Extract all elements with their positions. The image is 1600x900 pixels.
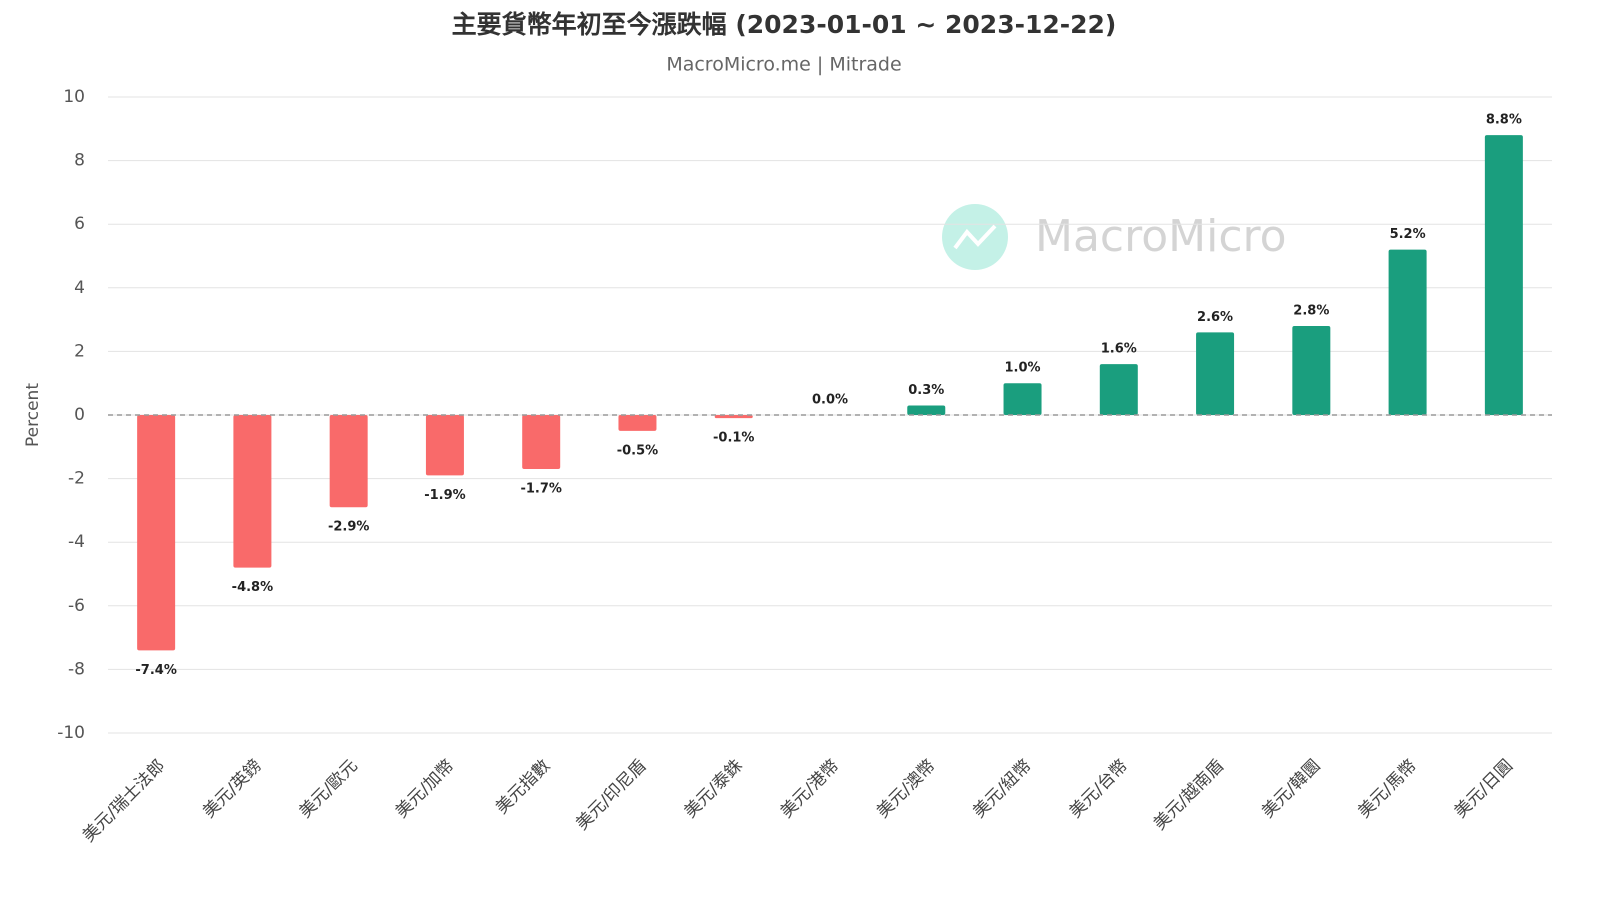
watermark: MacroMicro	[1035, 211, 1287, 262]
data-label: -2.9%	[328, 520, 369, 535]
bar	[233, 415, 272, 568]
x-tick-label: 美元/印尼盾	[572, 756, 650, 834]
bar	[1484, 135, 1523, 415]
bar	[1003, 383, 1042, 415]
data-label: -7.4%	[135, 663, 176, 678]
chart-title: 主要貨幣年初至今漲跌幅 (2023-01-01 ~ 2023-12-22)	[452, 10, 1117, 39]
y-axis-label: Percent	[23, 383, 43, 447]
x-tick-label: 美元/泰銖	[681, 756, 747, 822]
data-label: -0.1%	[713, 431, 754, 446]
bar	[714, 415, 753, 419]
x-tick-label: 美元/澳幣	[873, 756, 939, 822]
x-tick-label: 美元/台幣	[1066, 756, 1132, 822]
y-tick-label: 8	[74, 151, 85, 171]
bar	[1388, 249, 1427, 415]
y-tick-label: -2	[68, 469, 85, 489]
x-tick-label: 美元/港幣	[777, 756, 843, 822]
bar	[425, 415, 464, 476]
x-tick-label: 美元/越南盾	[1150, 756, 1228, 834]
x-tick-label: 美元/日圓	[1451, 756, 1517, 822]
bar	[522, 415, 561, 470]
data-label: -1.7%	[520, 482, 561, 497]
y-tick-label: 4	[74, 278, 85, 298]
y-tick-label: -6	[68, 596, 85, 616]
data-label: -1.9%	[424, 488, 465, 503]
bar	[907, 405, 946, 415]
x-tick-label: 美元指數	[492, 756, 554, 818]
data-label: 1.6%	[1101, 342, 1137, 357]
data-label: 0.3%	[908, 383, 944, 398]
y-tick-label: 6	[74, 214, 85, 234]
x-tick-label: 美元/英鎊	[199, 756, 265, 822]
data-label: 1.0%	[1005, 361, 1041, 376]
x-tick-label: 美元/歐元	[295, 756, 361, 822]
x-tick-label: 美元/馬幣	[1354, 756, 1420, 822]
data-label: 2.6%	[1197, 310, 1233, 325]
watermark-logo	[942, 204, 1008, 270]
data-label: 5.2%	[1390, 227, 1426, 242]
bar	[1196, 332, 1235, 415]
watermark-logo-line	[953, 224, 997, 250]
y-tick-label: 10	[63, 87, 85, 107]
x-tick-label: 美元/韓圜	[1258, 756, 1324, 822]
bar	[137, 415, 176, 651]
y-tick-label: 0	[74, 405, 85, 425]
data-label: 2.8%	[1293, 303, 1329, 318]
x-tick-label: 美元/加幣	[392, 756, 458, 822]
x-tick-label: 美元/瑞士法郎	[79, 756, 169, 846]
bar	[1099, 364, 1138, 415]
data-label: 8.8%	[1486, 113, 1522, 128]
bar	[1292, 325, 1331, 415]
data-label: -0.5%	[617, 443, 658, 458]
chart-subtitle: MacroMicro.me | Mitrade	[666, 54, 901, 76]
y-tick-label: 2	[74, 341, 85, 361]
data-label: 0.0%	[812, 393, 848, 408]
bar	[329, 415, 368, 508]
y-tick-label: -8	[68, 659, 85, 679]
bar	[618, 415, 657, 431]
y-tick-label: -4	[68, 532, 85, 552]
data-label: -4.8%	[232, 580, 273, 595]
x-tick-label: 美元/紐幣	[969, 756, 1035, 822]
y-tick-label: -10	[57, 723, 85, 743]
